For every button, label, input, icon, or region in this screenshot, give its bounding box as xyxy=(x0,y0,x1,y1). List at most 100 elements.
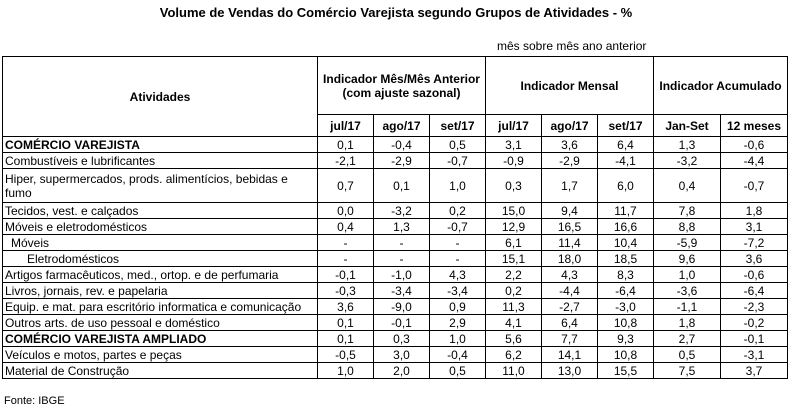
row-value: -1,1 xyxy=(653,298,721,315)
row-value: 8,3 xyxy=(597,266,654,283)
row-value: 0,1 xyxy=(317,330,374,347)
row-value: 15,5 xyxy=(597,362,654,379)
row-value: -4,1 xyxy=(597,152,654,169)
row-value: 4,1 xyxy=(485,314,542,331)
row-value: -3,1 xyxy=(720,346,788,363)
row-value: -2,3 xyxy=(720,298,788,315)
row-value: 1,8 xyxy=(653,314,721,331)
row-value: 1,0 xyxy=(317,362,374,379)
row-value: 0,1 xyxy=(317,136,374,153)
row-value: 18,0 xyxy=(541,250,598,267)
table-row: Material de Construção 1,0 2,0 0,5 11,0 13,0 1… xyxy=(2,362,788,379)
row-value: 6,4 xyxy=(597,136,654,153)
row-value: -0,5 xyxy=(317,346,374,363)
row-value: -4,4 xyxy=(541,282,598,299)
row-value: -1,0 xyxy=(373,266,430,283)
row-value: -7,2 xyxy=(720,234,788,251)
row-value: -0,6 xyxy=(720,136,788,153)
row-value: 1,7 xyxy=(541,168,598,203)
row-value: - xyxy=(317,250,374,267)
row-label: Hiper, supermercados, prods. alimentício… xyxy=(2,168,318,203)
row-value: 10,4 xyxy=(597,234,654,251)
row-value: 0,4 xyxy=(653,168,721,203)
table-row: Veículos e motos, partes e peças -0,5 3,0-… xyxy=(2,346,788,363)
row-value: -0,7 xyxy=(720,168,788,203)
row-value: -0,4 xyxy=(373,136,430,153)
row-value: -0,1 xyxy=(317,266,374,283)
row-value: 6,4 xyxy=(541,314,598,331)
header-col: 12 meses xyxy=(720,114,788,137)
table-title: Volume de Vendas do Comércio Varejista s… xyxy=(159,5,633,20)
row-value: -0,7 xyxy=(429,218,486,235)
row-label: Artigos farmacêuticos, med., ortop. e de… xyxy=(2,266,318,283)
row-label: COMÉRCIO VAREJISTA xyxy=(2,136,318,153)
row-value: 5,6 xyxy=(485,330,542,347)
row-value: - xyxy=(317,234,374,251)
row-value: -3,2 xyxy=(653,152,721,169)
row-value: 14,1 xyxy=(541,346,598,363)
table-row: Tecidos, vest. e calçados 0,0 -3,2 0,2 15,0 9… xyxy=(2,202,788,219)
row-value: -9,0 xyxy=(373,298,430,315)
row-value: 3,0 xyxy=(373,346,430,363)
header-col: ago/17 xyxy=(373,114,430,137)
row-value: -3,0 xyxy=(597,298,654,315)
row-value: 1,0 xyxy=(653,266,721,283)
row-value: -2,9 xyxy=(373,152,430,169)
source-note: Fonte: IBGE xyxy=(4,395,65,407)
row-label: Móveis xyxy=(2,234,318,251)
row-value: -5,9 xyxy=(653,234,721,251)
table-row: Outros arts. de uso pessoal e doméstico 0… xyxy=(2,314,788,331)
row-value: 10,8 xyxy=(597,346,654,363)
row-label: Eletrodomésticos xyxy=(2,250,318,267)
header-atividades: Atividades xyxy=(2,56,318,137)
row-value: 0,3 xyxy=(485,168,542,203)
header-col: Jan-Set xyxy=(653,114,721,137)
row-value: 0,3 xyxy=(373,330,430,347)
row-label: Tecidos, vest. e calçados xyxy=(2,202,318,219)
row-value: -0,4 xyxy=(429,346,486,363)
row-label: Veículos e motos, partes e peças xyxy=(2,346,318,363)
row-value: 9,6 xyxy=(653,250,721,267)
header-col: set/17 xyxy=(597,114,654,137)
row-label: Livros, jornais, rev. e papelaria xyxy=(2,282,318,299)
table-row: Combustíveis e lubrificantes -2,1 -2,9 -0,7… xyxy=(2,152,788,169)
table-row: Móveis - - -6,1 11,4 10,4 -5,9 -7,2 xyxy=(2,234,788,251)
row-value: 3,6 xyxy=(541,136,598,153)
row-value: 3,1 xyxy=(485,136,542,153)
row-value: 2,2 xyxy=(485,266,542,283)
row-value: 11,3 xyxy=(485,298,542,315)
row-value: 0,4 xyxy=(317,218,374,235)
row-value: 9,4 xyxy=(541,202,598,219)
row-value: -3,4 xyxy=(373,282,430,299)
row-value: -3,4 xyxy=(429,282,486,299)
table-row: Móveis e eletrodomésticos 0,4 1,3 -0,7 12,9 1… xyxy=(2,218,788,235)
row-value: 0,7 xyxy=(317,168,374,203)
row-value: 1,0 xyxy=(429,330,486,347)
row-value: -2,1 xyxy=(317,152,374,169)
row-value: 16,5 xyxy=(541,218,598,235)
header-col: set/17 xyxy=(429,114,486,137)
row-value: -0,6 xyxy=(720,266,788,283)
row-value: 3,6 xyxy=(720,250,788,267)
row-value: 6,2 xyxy=(485,346,542,363)
row-value: 9,3 xyxy=(597,330,654,347)
row-value: 15,1 xyxy=(485,250,542,267)
row-value: -3,2 xyxy=(373,202,430,219)
row-value: -2,9 xyxy=(541,152,598,169)
row-value: -0,2 xyxy=(720,314,788,331)
row-value: 7,7 xyxy=(541,330,598,347)
row-value: 3,7 xyxy=(720,362,788,379)
row-value: 3,1 xyxy=(720,218,788,235)
table-row: Livros, jornais, rev. e papelaria -0,3 -3,… xyxy=(2,282,788,299)
row-value: -0,1 xyxy=(373,314,430,331)
header-group-mes-anterior: Indicador Mês/Mês Anterior (com ajuste s… xyxy=(317,56,486,115)
row-value: 18,5 xyxy=(597,250,654,267)
row-value: 1,3 xyxy=(373,218,430,235)
row-label: Combustíveis e lubrificantes xyxy=(2,152,318,169)
row-value: 0,0 xyxy=(317,202,374,219)
row-label: Móveis e eletrodomésticos xyxy=(2,218,318,235)
row-value: 1,0 xyxy=(429,168,486,203)
row-label: Outros arts. de uso pessoal e doméstico xyxy=(2,314,318,331)
table-subtitle: mês sobre mês ano anterior xyxy=(497,39,647,53)
row-value: -2,7 xyxy=(541,298,598,315)
